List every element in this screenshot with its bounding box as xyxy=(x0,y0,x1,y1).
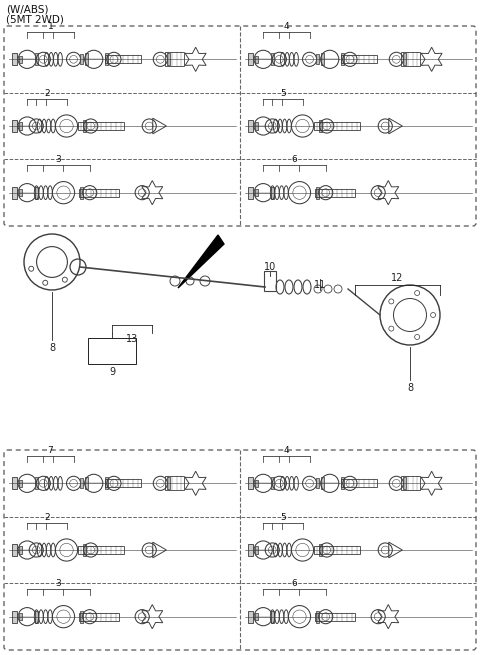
Bar xyxy=(19,56,22,63)
Bar xyxy=(19,479,22,487)
Bar xyxy=(341,479,377,487)
Bar xyxy=(78,546,123,554)
Bar xyxy=(12,53,17,66)
Bar xyxy=(314,189,355,196)
Bar xyxy=(83,544,86,556)
Bar xyxy=(341,55,377,64)
Bar xyxy=(271,477,274,489)
Bar xyxy=(248,120,252,132)
Bar xyxy=(271,610,274,623)
Bar xyxy=(166,476,183,491)
Bar xyxy=(105,55,141,64)
Text: 6: 6 xyxy=(291,155,297,164)
Bar xyxy=(403,53,406,66)
Polygon shape xyxy=(178,235,224,288)
Text: 5: 5 xyxy=(280,513,286,521)
Bar xyxy=(79,189,119,196)
Bar xyxy=(401,52,420,66)
Bar xyxy=(80,54,83,64)
Bar xyxy=(321,53,324,66)
Bar xyxy=(314,546,360,554)
Text: 3: 3 xyxy=(56,579,61,588)
Bar xyxy=(19,546,22,553)
Bar xyxy=(12,610,17,623)
Bar xyxy=(248,477,252,489)
Bar xyxy=(83,120,86,132)
Bar xyxy=(12,187,17,198)
Bar xyxy=(35,53,38,66)
Bar xyxy=(80,610,83,623)
Text: 3: 3 xyxy=(56,155,61,164)
Bar xyxy=(80,187,83,198)
Bar xyxy=(248,187,252,198)
Bar xyxy=(167,477,170,489)
Bar xyxy=(12,120,17,132)
Bar xyxy=(271,53,274,66)
Bar xyxy=(167,53,170,66)
Bar xyxy=(248,53,252,66)
Text: 13: 13 xyxy=(126,334,138,344)
Text: 9: 9 xyxy=(109,367,115,377)
Bar xyxy=(105,53,108,66)
Bar xyxy=(85,53,88,66)
Bar xyxy=(35,187,38,198)
Text: (W/ABS): (W/ABS) xyxy=(6,4,48,14)
Bar xyxy=(403,477,406,489)
Text: 11: 11 xyxy=(314,280,326,290)
Bar xyxy=(19,189,22,196)
Bar xyxy=(319,544,322,556)
Text: 12: 12 xyxy=(391,273,404,283)
Bar xyxy=(316,610,319,623)
Bar xyxy=(321,477,324,489)
Bar xyxy=(271,187,274,198)
Bar xyxy=(254,189,258,196)
Bar xyxy=(78,122,123,130)
Bar xyxy=(35,477,38,489)
Text: 6: 6 xyxy=(291,579,297,588)
Bar xyxy=(166,52,183,66)
Bar xyxy=(35,610,38,623)
Bar xyxy=(80,479,83,488)
Text: 4: 4 xyxy=(284,446,289,455)
Bar xyxy=(254,56,258,63)
Bar xyxy=(88,338,136,364)
Text: 1: 1 xyxy=(48,22,53,31)
Text: 7: 7 xyxy=(48,446,53,455)
Bar xyxy=(401,476,420,491)
Bar xyxy=(12,544,17,556)
Bar xyxy=(105,479,141,487)
Bar xyxy=(319,120,322,132)
Bar xyxy=(264,271,276,291)
Bar xyxy=(316,187,319,198)
Text: 10: 10 xyxy=(264,262,276,272)
Bar xyxy=(254,546,258,553)
Bar xyxy=(314,122,360,130)
Text: 5: 5 xyxy=(280,88,286,98)
Bar xyxy=(254,479,258,487)
Text: 8: 8 xyxy=(407,383,413,393)
Bar xyxy=(105,477,108,489)
Bar xyxy=(254,613,258,620)
Bar xyxy=(316,479,319,488)
Bar xyxy=(12,477,17,489)
Text: (5MT 2WD): (5MT 2WD) xyxy=(6,14,64,24)
Bar xyxy=(85,477,88,489)
Text: 2: 2 xyxy=(44,88,49,98)
Bar xyxy=(79,612,119,621)
Text: 4: 4 xyxy=(284,22,289,31)
Bar xyxy=(19,122,22,130)
Bar xyxy=(316,54,319,64)
Bar xyxy=(314,612,355,621)
Text: 2: 2 xyxy=(44,513,49,521)
Bar xyxy=(341,53,344,66)
Bar xyxy=(248,544,252,556)
Bar xyxy=(254,122,258,130)
Bar xyxy=(341,477,344,489)
Bar xyxy=(19,613,22,620)
Text: 8: 8 xyxy=(49,343,55,353)
Bar xyxy=(248,610,252,623)
